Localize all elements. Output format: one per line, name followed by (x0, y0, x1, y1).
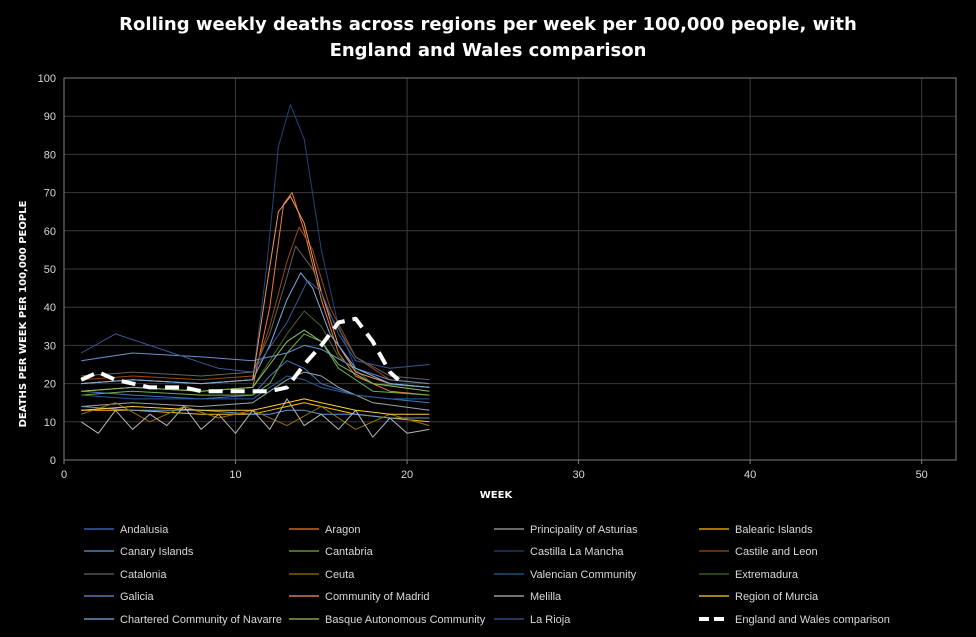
legend-label: Aragon (325, 524, 360, 536)
y-tick-label: 100 (38, 73, 56, 85)
x-axis-ticks: 0 10 20 30 40 50 (61, 460, 928, 481)
series-line-8 (81, 245, 430, 381)
legend-label: Galicia (120, 591, 155, 603)
y-tick-label: 40 (44, 302, 56, 314)
y-tick-label: 60 (44, 226, 56, 238)
legend-label: England and Wales comparison (735, 614, 890, 626)
legend-label: Community of Madrid (325, 591, 430, 603)
legend-label: Catalonia (120, 569, 167, 581)
series-line-12 (81, 344, 430, 385)
legend-label: Ceuta (325, 569, 355, 581)
series-line-4 (81, 406, 430, 419)
legend-label: Castile and Leon (735, 546, 818, 558)
series-line-10 (81, 375, 430, 400)
series-line-2 (81, 371, 430, 411)
x-axis-label: WEEK (480, 490, 514, 501)
series-line-14 (80, 398, 430, 438)
x-tick-label: 10 (229, 469, 241, 481)
x-tick-label: 40 (744, 469, 756, 481)
y-axis-label: DEATHS PER WEEK PER 100,000 PEOPLE (18, 200, 29, 427)
legend-label: Extremadura (735, 569, 799, 581)
gridlines (63, 77, 956, 461)
legend-label: Chartered Community of Navarre (120, 614, 282, 626)
legend-label: Principality of Asturias (530, 524, 638, 536)
series-lines (80, 104, 430, 438)
series-line-7 (81, 226, 430, 385)
legend-label: La Rioja (530, 614, 571, 626)
series-line-16 (81, 272, 430, 388)
legend-label: Canary Islands (120, 546, 194, 558)
chart-title: Rolling weekly deaths across regions per… (119, 14, 857, 61)
y-axis-ticks: 0 10 20 30 40 50 60 70 80 90 100 (38, 73, 56, 467)
x-tick-label: 0 (61, 469, 67, 481)
y-tick-label: 10 (44, 417, 56, 429)
legend-label: Region of Murcia (735, 591, 819, 603)
chart-title-line-1: Rolling weekly deaths across regions per… (119, 14, 857, 35)
legend-label: Andalusia (120, 524, 169, 536)
series-line-17 (81, 329, 430, 392)
y-tick-label: 0 (50, 455, 56, 467)
x-tick-label: 20 (401, 469, 413, 481)
y-tick-label: 50 (44, 264, 56, 276)
legend-label: Castilla La Mancha (530, 546, 624, 558)
plot-area (63, 77, 957, 461)
y-tick-label: 70 (44, 188, 56, 200)
legend-label: Balearic Islands (735, 524, 813, 536)
x-tick-label: 50 (916, 469, 928, 481)
y-tick-label: 90 (44, 111, 56, 123)
legend-label: Valencian Community (530, 569, 637, 581)
y-tick-label: 20 (44, 379, 56, 391)
chart-title-line-2: England and Wales comparison (330, 40, 647, 61)
legend-label: Melilla (530, 591, 562, 603)
legend-label: Cantabria (325, 546, 374, 558)
series-line-15 (81, 398, 430, 415)
series-line-19 (80, 316, 400, 394)
series-line-18 (80, 280, 430, 373)
x-tick-label: 30 (572, 469, 584, 481)
legend-label: Basque Autonomous Community (325, 614, 486, 626)
y-tick-label: 30 (44, 340, 56, 352)
y-tick-label: 80 (44, 149, 56, 161)
legend: Andalusia Aragon Principality of Asturias B… (84, 524, 890, 626)
